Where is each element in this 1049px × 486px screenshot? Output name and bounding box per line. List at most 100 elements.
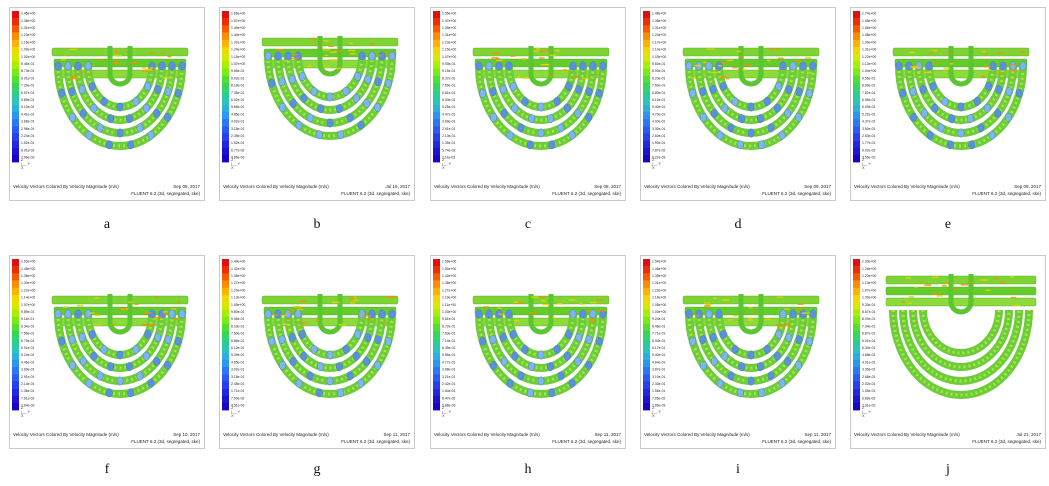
high-velocity-spot [1019, 51, 1026, 53]
colorbar-swatch [643, 359, 650, 368]
high-velocity-spot [322, 40, 329, 42]
junction-node [689, 88, 697, 98]
colorbar-tick-label: 7.59e-01 [231, 332, 244, 336]
colorbar-swatch [853, 90, 860, 98]
colorbar-swatch [222, 295, 229, 303]
colorbar-tick-label: 1.26e+00 [862, 267, 876, 271]
colorbar-tick-label: 7.56e-01 [21, 332, 34, 336]
high-velocity-spot [114, 61, 119, 63]
colorbar-tick-label: 1.27e+00 [231, 281, 245, 285]
junction-node [490, 113, 497, 122]
colorbar-swatch [12, 295, 19, 303]
junction-node [553, 345, 561, 354]
junction-node [920, 108, 928, 118]
colorbar-tick-label: 6.81e-01 [442, 91, 455, 95]
junction-node [585, 335, 593, 345]
junction-node [1019, 61, 1027, 71]
top-channel-bar [885, 297, 1037, 307]
high-velocity-spot [783, 308, 790, 310]
colorbar-tick-label: 1.38e+00 [652, 19, 666, 23]
colorbar-swatch [222, 359, 229, 368]
colorbar-tick-label: 9.33e-01 [862, 303, 875, 307]
colorbar-tick-label: 3.56e-03 [862, 156, 875, 160]
colorbar-swatch [643, 352, 650, 360]
high-velocity-spot [776, 323, 780, 326]
junction-node [54, 309, 62, 319]
high-velocity-spot [1010, 276, 1015, 278]
junction-node [595, 88, 603, 98]
velocity-vectors [707, 313, 795, 370]
high-velocity-spot [144, 312, 152, 314]
colorbar-swatch [643, 345, 650, 353]
colorbar-swatch [853, 119, 860, 127]
colorbar-tick-label: 6.79e-01 [21, 339, 34, 343]
channel-geometry [892, 46, 1030, 150]
junction-node [279, 103, 286, 112]
plot-caption: Velocity Vectors Colored By Velocity Mag… [854, 432, 960, 437]
colorbar-tick-label: 8.73e-01 [21, 69, 34, 73]
junction-node [374, 77, 382, 87]
colorbar-swatch [643, 39, 650, 48]
junction-node [58, 336, 66, 346]
colorbar-swatch [853, 338, 860, 346]
high-velocity-spot [747, 319, 754, 321]
high-velocity-spot [88, 312, 95, 314]
colorbar-swatch [853, 18, 860, 26]
colorbar-swatch [853, 345, 860, 353]
junction-node [363, 356, 371, 366]
junction-node [795, 335, 803, 345]
colorbar-tick-label: 1.31e+00 [862, 48, 876, 52]
colorbar-tick-label: 8.90e-01 [652, 69, 665, 73]
colorbar-swatch [222, 32, 229, 40]
colorbar-swatch [222, 381, 229, 389]
high-velocity-spot [155, 316, 163, 319]
junction-node [500, 108, 508, 118]
colorbar-swatch [643, 266, 650, 274]
colorbar-tick-label: 9.60e-01 [652, 62, 665, 66]
plot-caption: Velocity Vectors Colored By Velocity Mag… [223, 432, 329, 437]
panel-e: 1.74e+00 1.65e+00 1.56e+00 1.48e+00 1.39e+00… [850, 7, 1046, 201]
colorbar-swatch [433, 280, 440, 288]
colorbar-swatch [643, 338, 650, 346]
high-velocity-spot [587, 309, 592, 312]
high-velocity-spot [726, 77, 730, 80]
junction-node [490, 361, 497, 370]
colorbar-tick-label: 1.35e+00 [442, 281, 456, 285]
colorbar-swatch [433, 68, 440, 76]
junction-node [374, 335, 382, 345]
colorbar-tick-label: 1.45e+00 [21, 267, 35, 271]
junction-node [69, 361, 76, 370]
colorbar-tick-label: 5.34e-01 [862, 346, 875, 350]
junction-node [719, 330, 727, 339]
junction-node [358, 309, 366, 319]
colorbar-tick-label: 1.42e+00 [231, 267, 245, 271]
junction-node [948, 114, 956, 124]
colorbar-tick-label: 1.32e+00 [231, 40, 245, 44]
junction-node [100, 97, 108, 106]
high-velocity-spot [116, 55, 122, 57]
colorbar-tick-label: 1.52e-01 [21, 141, 34, 145]
colorbar-swatch [643, 287, 650, 296]
colorbar-tick-label: 7.14e-01 [442, 339, 455, 343]
junction-node [96, 123, 104, 133]
junction-node [278, 335, 286, 345]
junction-node [505, 309, 513, 319]
colorbar-swatch [433, 140, 440, 148]
junction-node [795, 361, 802, 370]
colorbar-swatch [643, 155, 650, 163]
colorbar-tick-label: 6.52e-01 [231, 98, 244, 102]
colorbar-tick-label: 2.91e-01 [442, 127, 455, 131]
colorbar-tick-label: 1.19e+00 [442, 296, 456, 300]
high-velocity-spot [538, 57, 545, 59]
junction-node [352, 351, 360, 361]
plot-date: Sep 11, 2017 [383, 432, 410, 437]
colorbar-tick-label: 1.48e+00 [862, 33, 876, 37]
colorbar-tick-label: 3.98e-01 [442, 368, 455, 372]
colorbar-swatch [433, 309, 440, 317]
colorbar-swatch [643, 140, 650, 148]
colorbar-tick-label: 9.15e-01 [442, 69, 455, 73]
junction-node [957, 128, 965, 138]
junction-node [368, 51, 376, 61]
junction-node [710, 356, 718, 366]
colorbar-swatch [12, 18, 19, 26]
